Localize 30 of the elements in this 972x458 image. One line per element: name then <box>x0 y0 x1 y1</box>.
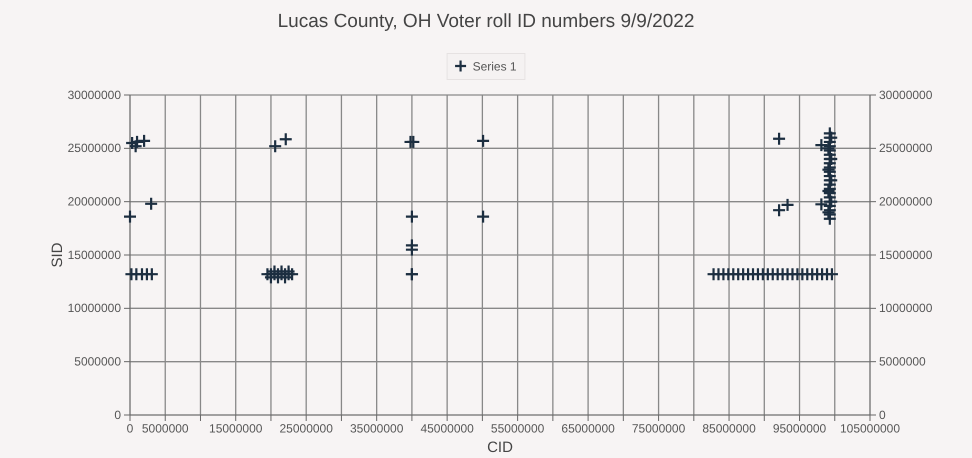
x-tick-label: 95000000 <box>772 422 827 436</box>
legend-label: Series 1 <box>472 60 517 74</box>
y2-tick-label: 30000000 <box>879 88 933 102</box>
x-tick-label: 15000000 <box>209 422 263 436</box>
x-tick-label: 0 <box>126 422 134 436</box>
chart-title: Lucas County, OH Voter roll ID numbers 9/9/2022 <box>278 11 694 32</box>
y2-tick-label: 10000000 <box>879 301 933 316</box>
y-tick-label: 25000000 <box>68 141 122 156</box>
y2-tick-label: 15000000 <box>879 248 933 262</box>
y-tick-label: 15000000 <box>68 248 122 262</box>
x-tick-label: 25000000 <box>279 422 334 436</box>
x-tick-label: 55000000 <box>490 422 545 436</box>
x-tick-label: 105000000 <box>840 422 900 436</box>
x-tick-label: 45000000 <box>420 422 474 436</box>
y-tick-label: 10000000 <box>68 301 122 316</box>
y-tick-label: 20000000 <box>68 194 122 209</box>
x-tick-label: 85000000 <box>702 422 756 436</box>
y-axis-title: SID <box>49 242 66 268</box>
y-tick-label: 5000000 <box>74 354 122 369</box>
y-tick-label: 0 <box>114 408 122 422</box>
y2-tick-label: 25000000 <box>879 141 933 156</box>
x-axis-title: CID <box>487 439 514 456</box>
x-tick-label: 65000000 <box>561 422 616 436</box>
y2-tick-label: 5000000 <box>879 354 926 369</box>
y-tick-label: 30000000 <box>68 88 122 102</box>
x-tick-label: 5000000 <box>142 422 189 436</box>
y2-tick-label: 20000000 <box>879 194 933 209</box>
y2-tick-label: 0 <box>879 408 886 422</box>
x-tick-label: 35000000 <box>350 422 404 436</box>
x-tick-label: 75000000 <box>632 422 686 436</box>
